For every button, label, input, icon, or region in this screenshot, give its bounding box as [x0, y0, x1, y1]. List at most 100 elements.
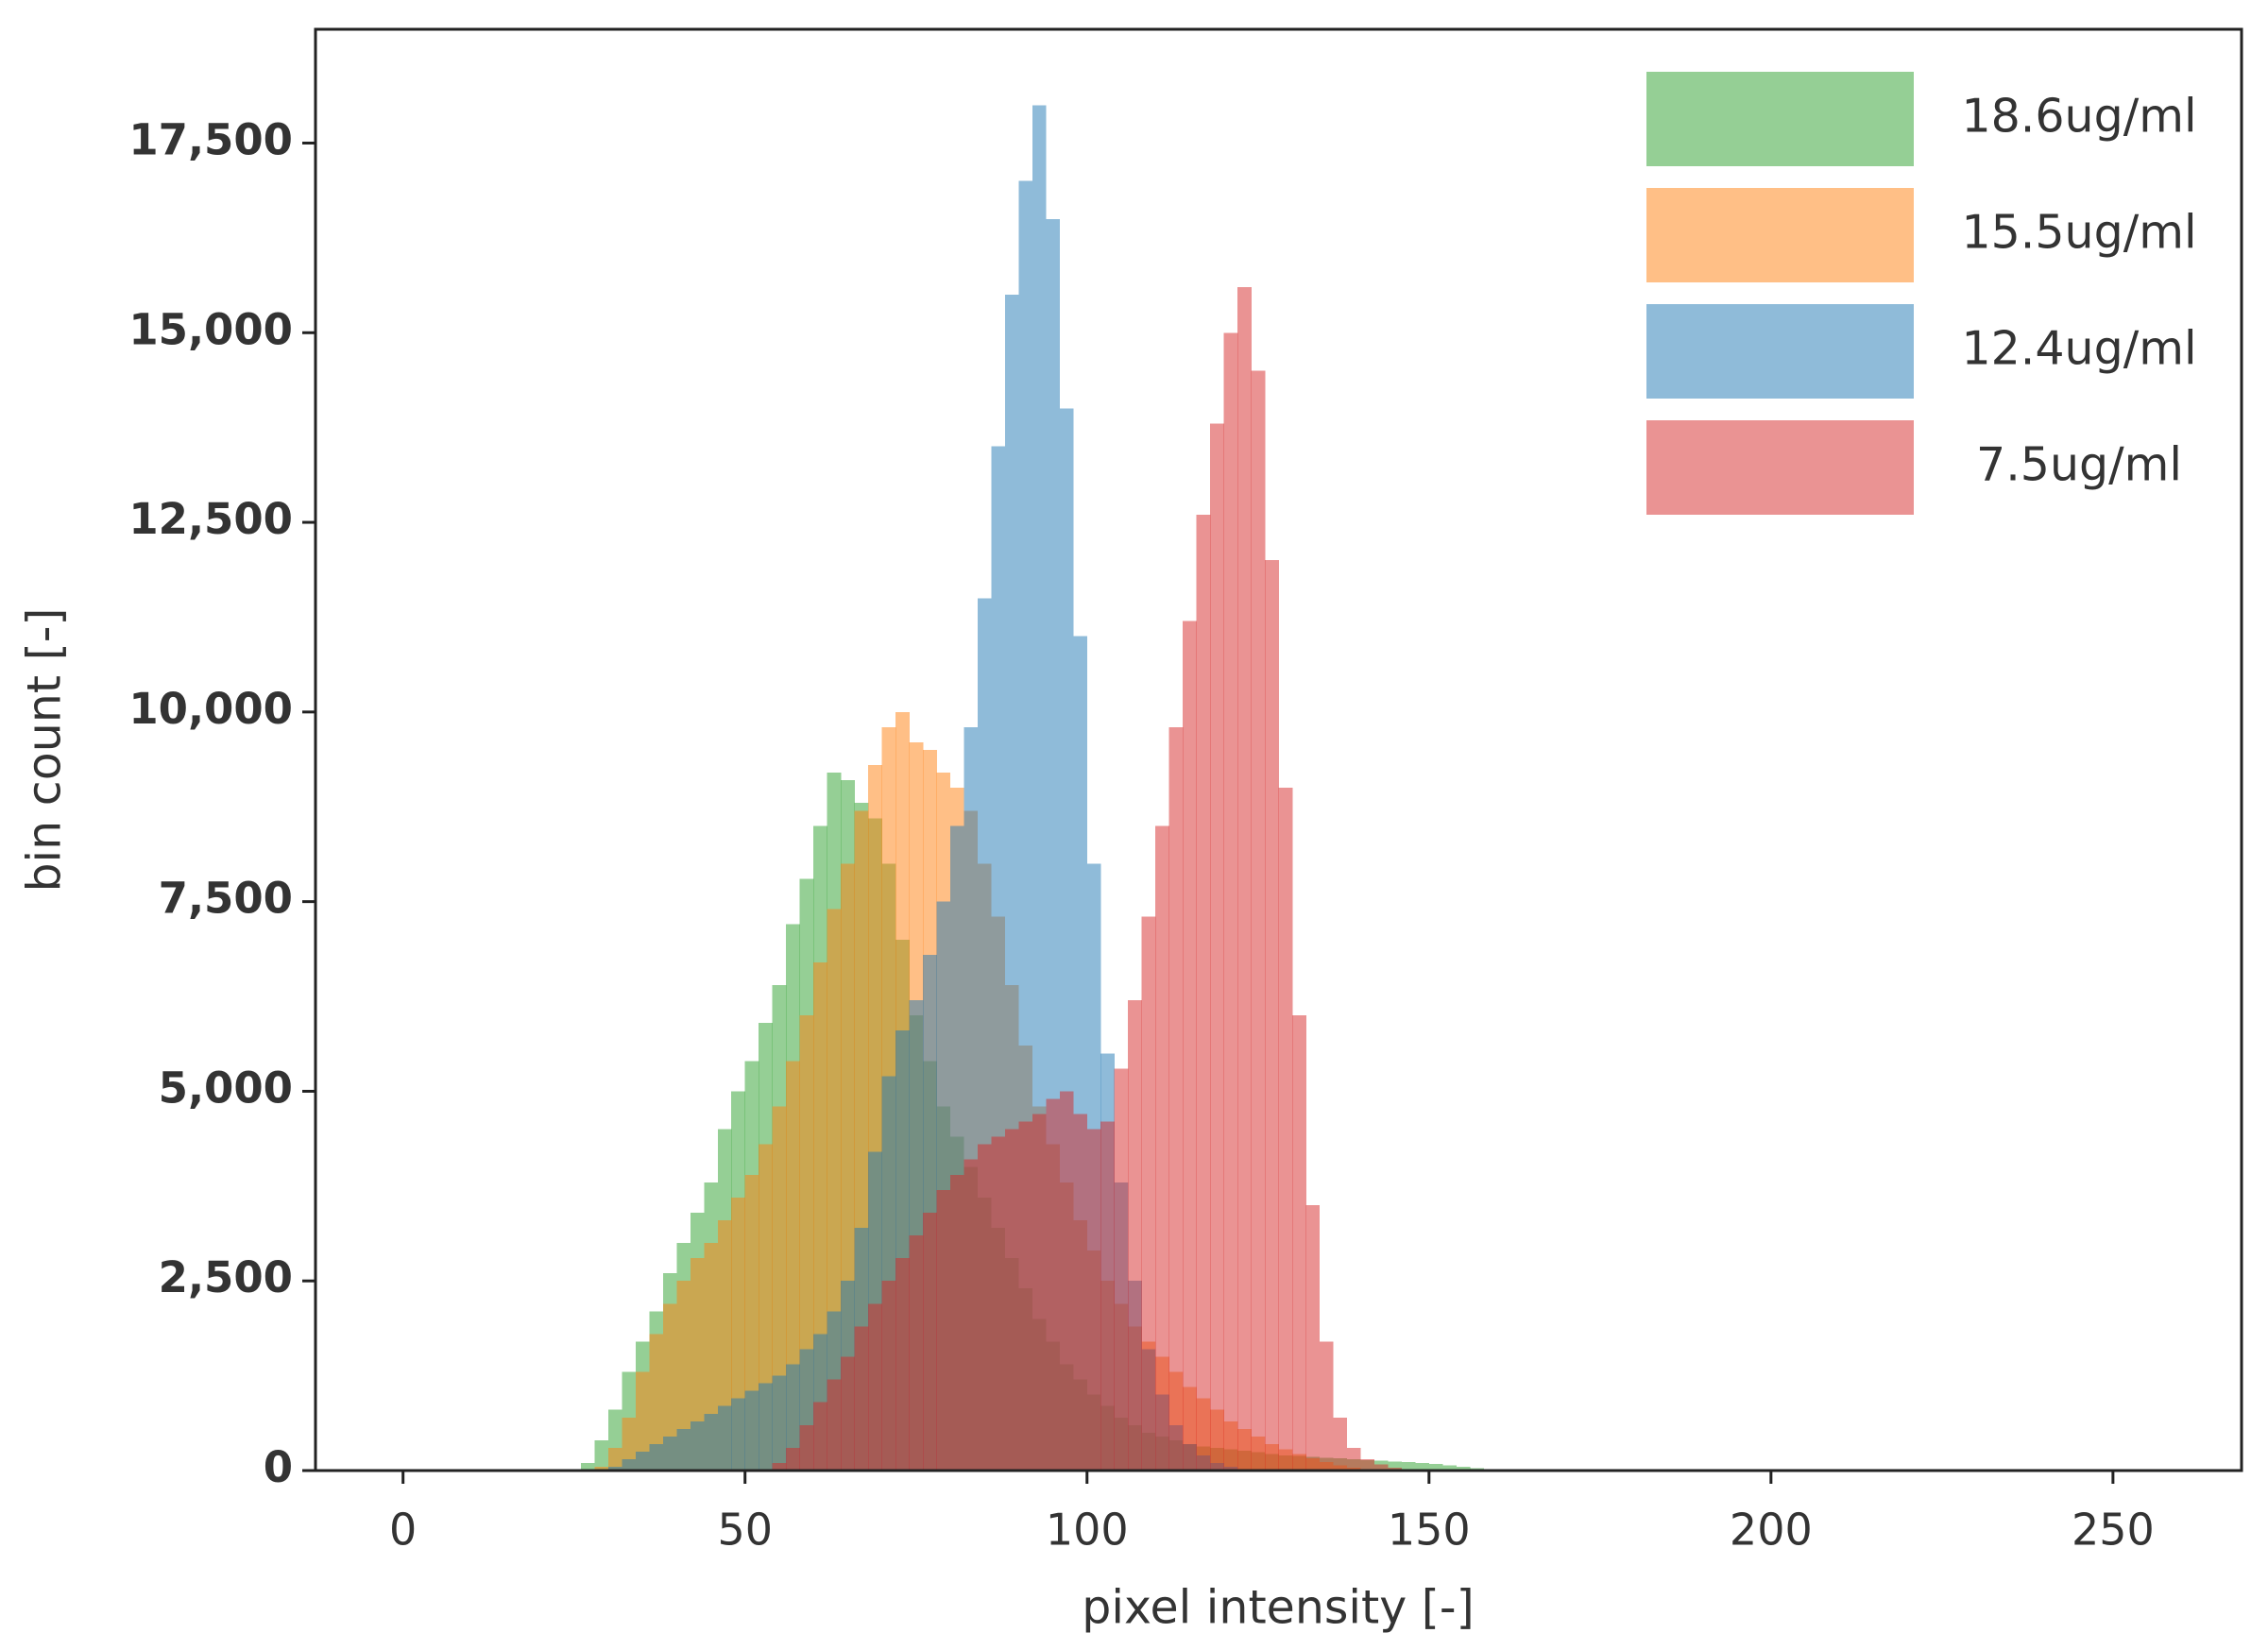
bar	[1114, 1068, 1129, 1471]
legend-swatch	[1646, 188, 1914, 282]
bar	[772, 1462, 787, 1471]
bar	[1265, 560, 1279, 1471]
bar	[1388, 1461, 1403, 1471]
bar	[1168, 726, 1184, 1471]
y-tick-label: 17,500	[128, 114, 293, 164]
bar	[1305, 1204, 1321, 1471]
bar	[922, 1212, 937, 1471]
bar	[1100, 1121, 1116, 1471]
bar	[580, 1462, 595, 1471]
bar	[936, 1189, 951, 1471]
bar	[1223, 332, 1238, 1471]
legend-label: 7.5ug/ml	[1976, 438, 2182, 492]
bar	[690, 1258, 705, 1471]
bar	[1196, 515, 1211, 1471]
bar	[1319, 1341, 1334, 1471]
bar	[895, 1258, 910, 1471]
legend-swatch	[1646, 420, 1914, 515]
bar	[1086, 1129, 1101, 1471]
bar	[649, 1443, 664, 1471]
x-tick-label: 100	[1046, 1505, 1129, 1556]
bar	[622, 1417, 637, 1471]
bar	[1251, 370, 1266, 1471]
x-tick-label: 250	[2072, 1505, 2155, 1556]
bar	[1237, 287, 1252, 1471]
bar	[1428, 1463, 1443, 1471]
bar	[854, 1326, 869, 1471]
y-tick-label: 7,500	[159, 874, 293, 924]
legend-label: 12.4ug/ml	[1961, 322, 2196, 376]
y-tick-label: 2,500	[159, 1252, 293, 1302]
x-tick-label: 150	[1388, 1505, 1471, 1556]
bar	[786, 1364, 800, 1471]
bar	[1018, 1121, 1033, 1471]
bar	[772, 1375, 787, 1471]
bar	[977, 1144, 992, 1471]
y-tick-label: 12,500	[128, 494, 293, 544]
bar	[799, 1424, 814, 1471]
bar	[1401, 1462, 1416, 1471]
bar	[1333, 1417, 1348, 1471]
bar	[868, 1303, 882, 1471]
y-tick-label: 10,000	[128, 684, 293, 734]
bar	[704, 1413, 719, 1471]
bar	[1388, 1467, 1403, 1471]
series	[772, 287, 1416, 1471]
legend-label: 18.6ug/ml	[1961, 90, 2196, 144]
bar	[1210, 423, 1224, 1471]
bar	[594, 1466, 609, 1471]
plot-frame	[314, 27, 2243, 1472]
x-axis-label: pixel intensity [-]	[1082, 1581, 1474, 1635]
bar	[1442, 1465, 1458, 1471]
y-tick-label: 15,000	[128, 304, 293, 354]
bar	[1032, 1114, 1047, 1471]
bar	[1346, 1447, 1361, 1471]
bar	[827, 1379, 842, 1471]
bar	[949, 1174, 964, 1471]
bar	[744, 1390, 759, 1471]
bar	[690, 1420, 705, 1471]
bar	[717, 1405, 732, 1471]
bar	[607, 1447, 622, 1471]
bar	[963, 1159, 979, 1471]
bar	[635, 1451, 650, 1471]
bar	[1141, 916, 1156, 1471]
bar	[759, 1383, 773, 1471]
bar	[786, 1447, 800, 1471]
bar	[676, 1281, 691, 1471]
bar	[1073, 1114, 1088, 1471]
bar	[881, 1281, 896, 1471]
bar	[662, 1303, 677, 1471]
bar	[1278, 788, 1293, 1471]
y-tick-label: 0	[264, 1442, 293, 1492]
bar	[662, 1436, 677, 1471]
bar	[1373, 1464, 1389, 1471]
bar	[1155, 825, 1169, 1471]
bar	[607, 1466, 622, 1471]
bar	[1046, 1098, 1061, 1471]
x-tick-label: 0	[389, 1505, 417, 1556]
bar	[1004, 1129, 1019, 1471]
bar	[622, 1458, 637, 1471]
bar	[635, 1371, 650, 1471]
bar	[813, 1402, 827, 1471]
y-axis-label: bin count [-]	[18, 607, 72, 892]
bar	[991, 1136, 1006, 1471]
bar	[1415, 1462, 1430, 1471]
bar	[676, 1428, 691, 1471]
bar	[1183, 621, 1197, 1471]
bar	[1360, 1458, 1375, 1471]
bar	[841, 1356, 855, 1471]
y-tick-label: 5,000	[159, 1063, 293, 1113]
x-tick-label: 50	[717, 1505, 773, 1556]
legend-swatch	[1646, 72, 1914, 166]
bar	[1456, 1466, 1471, 1471]
bars	[580, 105, 1498, 1471]
bar	[1128, 1000, 1142, 1471]
x-tick-label: 200	[1730, 1505, 1813, 1556]
bar	[649, 1334, 664, 1471]
bar	[594, 1439, 609, 1471]
bar	[731, 1398, 746, 1471]
legend-label: 15.5ug/ml	[1961, 206, 2196, 260]
